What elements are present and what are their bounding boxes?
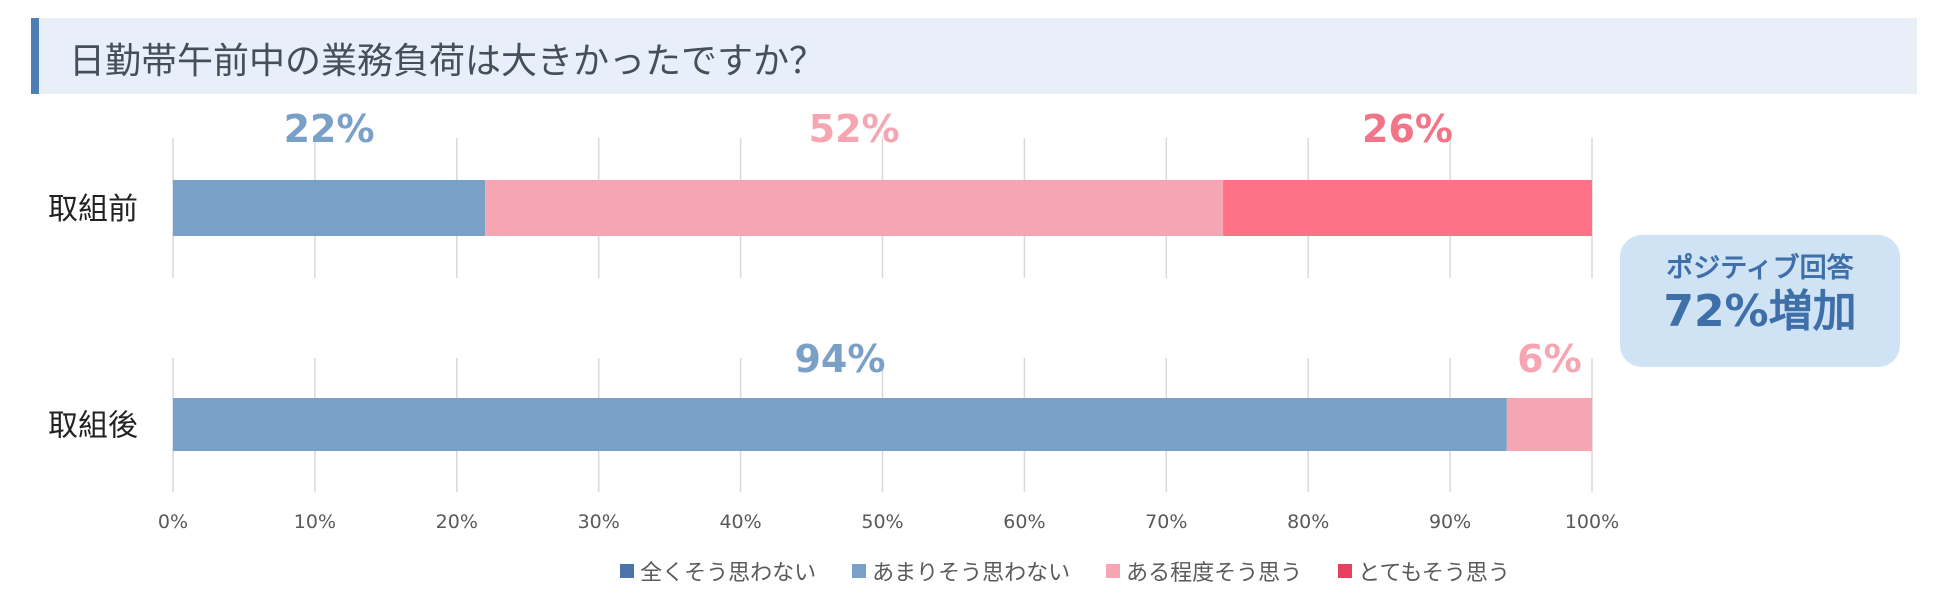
legend-swatch: [852, 564, 867, 578]
legend-swatch: [1338, 564, 1353, 578]
callout-label: ポジティブ回答: [1666, 253, 1854, 284]
bar-segment: [1506, 398, 1592, 451]
x-tick-label: 30%: [578, 511, 620, 533]
bar-segment: [485, 180, 1224, 236]
x-tick-label: 10%: [294, 511, 336, 533]
x-tick-label: 50%: [861, 511, 903, 533]
positive-response-callout: ポジティブ回答 72%増加: [1620, 235, 1900, 367]
x-tick-label: 90%: [1429, 511, 1471, 533]
x-tick-label: 0%: [158, 511, 188, 533]
category-label: 取組後: [48, 409, 138, 444]
x-tick-label: 80%: [1287, 511, 1329, 533]
chart-legend: 全くそう思わない あまりそう思わない ある程度そう思う とてもそう思う: [0, 556, 1950, 586]
data-label: 52%: [809, 107, 900, 151]
callout-value: 72%増加: [1663, 286, 1857, 337]
chart-title: 日勤帯午前中の業務負荷は大きかったですか？: [69, 41, 826, 82]
x-tick-label: 70%: [1145, 511, 1187, 533]
data-label: 94%: [794, 337, 885, 381]
bar-segment: [1223, 180, 1592, 236]
legend-label: とてもそう思う: [1358, 561, 1510, 586]
data-label: 22%: [284, 107, 375, 151]
title-bar: 日勤帯午前中の業務負荷は大きかったですか？: [31, 18, 1917, 94]
legend-label: ある程度そう思う: [1126, 561, 1303, 586]
legend-item: ある程度そう思う: [1106, 555, 1302, 587]
x-tick-label: 20%: [436, 511, 478, 533]
bar-segment: [173, 398, 1507, 451]
legend-item: 全くそう思わない: [620, 555, 816, 587]
x-tick-label: 100%: [1565, 511, 1619, 533]
x-tick-label: 40%: [719, 511, 761, 533]
legend-swatch: [620, 564, 635, 578]
legend-label: あまりそう思わない: [872, 561, 1071, 586]
data-label: 26%: [1362, 107, 1453, 151]
bar-segment: [173, 180, 486, 236]
category-label: 取組前: [48, 192, 138, 227]
legend-swatch: [1106, 564, 1121, 578]
legend-label: 全くそう思わない: [640, 561, 817, 586]
x-tick-label: 60%: [1003, 511, 1045, 533]
data-label: 6%: [1517, 337, 1582, 381]
legend-item: あまりそう思わない: [852, 555, 1070, 587]
legend-item: とてもそう思う: [1338, 555, 1510, 587]
